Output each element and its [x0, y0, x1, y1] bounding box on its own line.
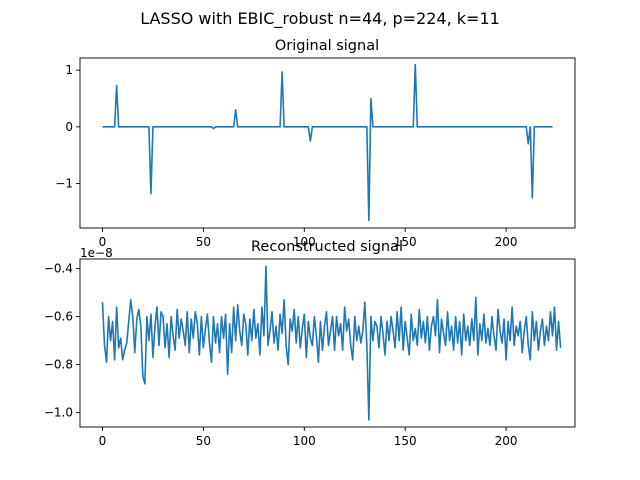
x-tick-label-reconstructed-0: 0	[99, 434, 107, 448]
x-tick-label-original-1: 50	[196, 235, 211, 249]
y-offset-label: 1e−8	[80, 246, 113, 260]
y-tick-label-original-2: −1	[55, 177, 73, 191]
x-tick-label-original-2: 100	[293, 235, 316, 249]
original-signal-marks: 0 50 100 150 200 1 0 −1	[55, 63, 553, 249]
y-tick-label-reconstructed-1: −0.6	[44, 310, 73, 324]
y-tick-label-reconstructed-2: −0.8	[44, 358, 73, 372]
x-tick-label-original-0: 0	[99, 235, 107, 249]
reconstructed-signal-marks: 0 50 100 150 200 −0.4 −0.6 −0.8 −1.0	[44, 262, 562, 448]
x-tick-label-original-4: 200	[495, 235, 518, 249]
axes-title-original: Original signal	[275, 38, 379, 54]
y-tick-label-original-1: 0	[65, 120, 73, 134]
x-tick-label-original-3: 150	[394, 235, 417, 249]
axes-reconstructed-signal: Reconstructed signal 1e−8 0 50 100 150 200 −0…	[44, 239, 576, 448]
x-tick-label-reconstructed-1: 50	[196, 434, 211, 448]
figure-suptitle: LASSO with EBIC_robust n=44, p=224, k=11	[140, 9, 500, 29]
y-tick-label-reconstructed-0: −0.4	[44, 262, 73, 276]
series-line-original-0	[102, 63, 553, 222]
axes-frame-reconstructed	[79, 258, 576, 428]
x-tick-label-reconstructed-4: 200	[495, 434, 518, 448]
x-tick-label-reconstructed-3: 150	[394, 434, 417, 448]
axes-title-reconstructed: Reconstructed signal	[251, 239, 403, 255]
axes-original-signal: Original signal 0 50 100 150 200 1 0 −1	[55, 38, 576, 249]
y-tick-label-reconstructed-3: −1.0	[44, 406, 73, 420]
x-tick-label-reconstructed-2: 100	[293, 434, 316, 448]
y-tick-label-original-0: 1	[65, 63, 73, 77]
axes-frame-original	[79, 57, 576, 229]
series-line-reconstructed-0	[101, 265, 562, 421]
